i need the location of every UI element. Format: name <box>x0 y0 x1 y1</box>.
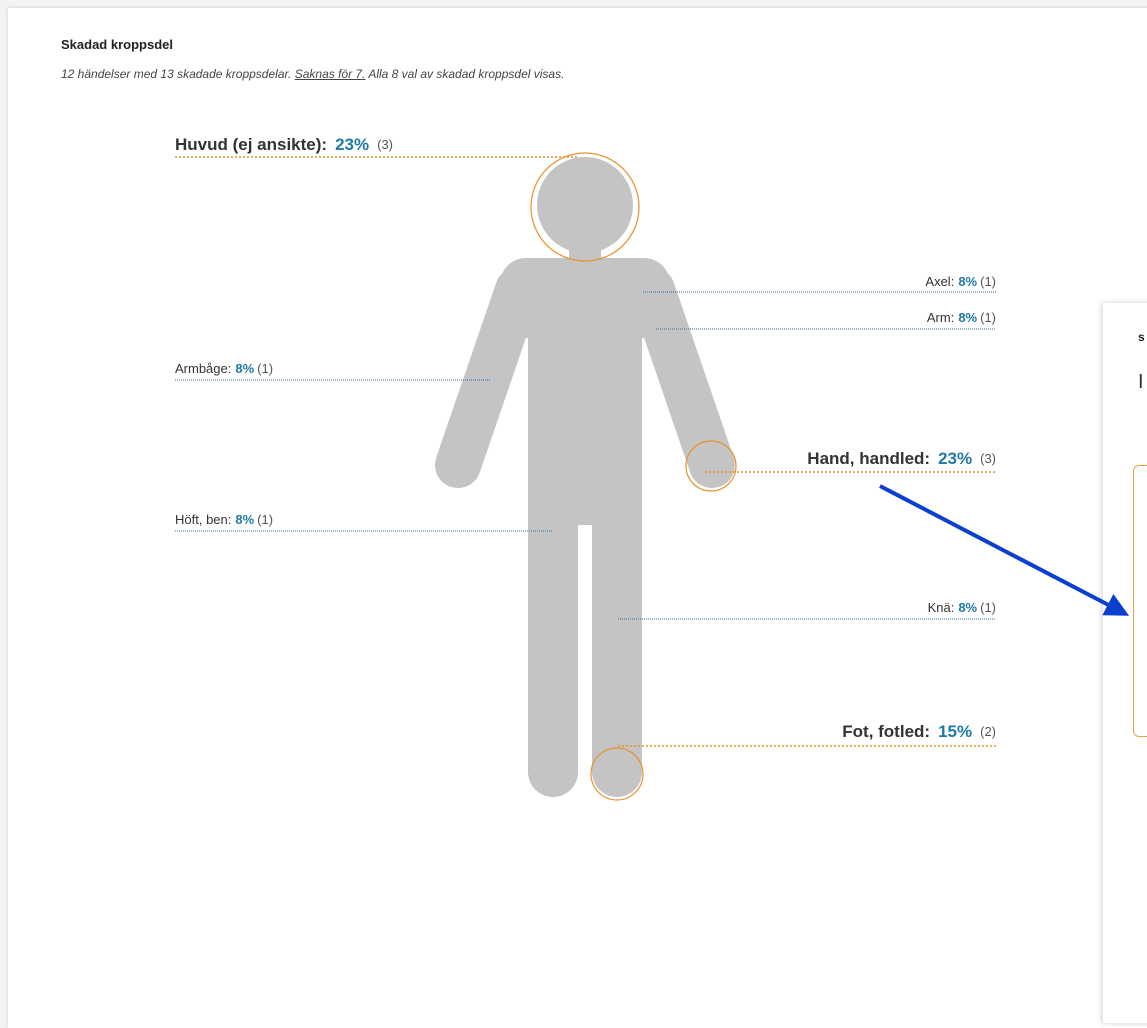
part-pct: 15% <box>938 722 972 741</box>
part-name: Huvud (ej ansikte): <box>175 135 327 154</box>
torso <box>528 300 642 525</box>
part-count: (1) <box>257 361 273 376</box>
panel-heading: I <box>1138 371 1144 393</box>
side-panel: s I <box>1103 303 1147 1023</box>
head <box>537 157 633 253</box>
part-count: (3) <box>980 451 996 466</box>
panel-box <box>1133 465 1147 737</box>
figure <box>435 157 735 797</box>
right-arm <box>629 267 735 488</box>
title: Skadad kroppsdel <box>61 37 173 52</box>
part-label: Fot, fotled: 15% (2) <box>842 722 996 741</box>
subtitle: 12 händelser med 13 skadade kroppsdelar.… <box>61 67 564 81</box>
right-leg <box>592 500 642 797</box>
part-pct: 8% <box>958 600 977 615</box>
part-count: (3) <box>377 137 393 152</box>
part-pct: 23% <box>335 135 369 154</box>
part-label: Hand, handled: 23% (3) <box>807 449 996 468</box>
part-count: (1) <box>980 600 996 615</box>
head-highlight <box>530 152 640 262</box>
part-label: Höft, ben: 8% (1) <box>175 512 273 527</box>
annotation-arrow <box>879 484 1130 616</box>
left-leg <box>528 500 578 797</box>
part-pct: 8% <box>958 310 977 325</box>
left-arm <box>435 267 541 488</box>
part-count: (2) <box>980 724 996 739</box>
part-name: Fot, fotled: <box>842 722 930 741</box>
missing-link[interactable]: Saknas för 7. <box>294 67 366 81</box>
part-count: (1) <box>980 274 996 289</box>
part-label: Axel: 8% (1) <box>925 274 996 289</box>
foot-highlight <box>590 747 644 801</box>
part-name: Knä: <box>928 600 955 615</box>
panel-label: s <box>1138 330 1145 344</box>
part-name: Armbåge: <box>175 361 231 376</box>
part-name: Axel: <box>925 274 954 289</box>
part-count: (1) <box>257 512 273 527</box>
part-name: Hand, handled: <box>807 449 930 468</box>
part-pct: 8% <box>958 274 977 289</box>
part-pct: 23% <box>938 449 972 468</box>
part-label: Armbåge: 8% (1) <box>175 361 273 376</box>
part-count: (1) <box>980 310 996 325</box>
hand-highlight <box>685 440 737 492</box>
part-pct: 8% <box>235 361 254 376</box>
part-label: Knä: 8% (1) <box>928 600 996 615</box>
part-pct: 8% <box>235 512 254 527</box>
part-name: Höft, ben: <box>175 512 231 527</box>
part-label: Huvud (ej ansikte): 23% (3) <box>175 135 393 154</box>
summary: 12 händelser med 13 skadade kroppsdelar. <box>61 67 292 81</box>
note: Alla 8 val av skadad kroppsdel visas. <box>368 67 565 81</box>
part-label: Arm: 8% (1) <box>927 310 996 325</box>
hip <box>528 500 642 522</box>
part-name: Arm: <box>927 310 954 325</box>
